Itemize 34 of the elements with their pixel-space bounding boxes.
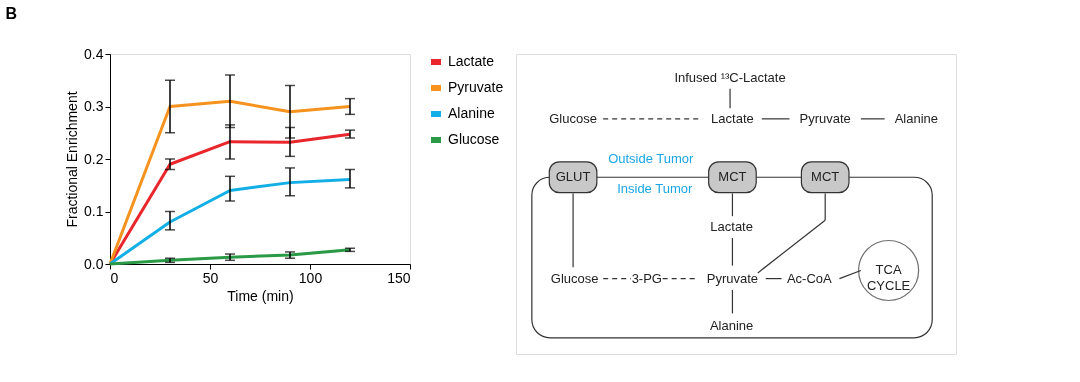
y-tick-label: 0.1	[84, 203, 104, 219]
x-tick-label: 150	[387, 269, 411, 286]
text: Lactate	[711, 110, 754, 126]
x-axis-title: Time (min)	[227, 287, 294, 304]
text: Alanine	[894, 110, 939, 126]
x-tick-label: 0	[110, 269, 119, 286]
text: Pyruvate	[706, 270, 759, 286]
y-tick-label: 0.2	[84, 150, 104, 167]
text: Inside Tumor	[617, 181, 693, 197]
legend-label: Pyruvate	[448, 79, 504, 95]
text: Infused ¹³C-Lactate	[674, 70, 786, 86]
text: Pyruvate	[799, 110, 851, 126]
text: Glucose	[549, 110, 597, 126]
legend-label: Lactate	[448, 53, 495, 69]
y-tick-label: 0.0	[84, 255, 104, 272]
text: 3-PG	[631, 270, 662, 286]
text: Glucose	[550, 270, 599, 286]
x-tick-label: 100	[298, 269, 323, 286]
legend-label: Glucose	[448, 131, 500, 147]
text: Lactate	[710, 218, 753, 234]
text: B	[5, 5, 18, 22]
text: Alanine	[709, 318, 754, 334]
text: MCT	[718, 169, 747, 185]
y-tick-label: 0.4	[84, 45, 104, 62]
text: GLUT	[555, 169, 591, 185]
x-tick-label: 50	[202, 269, 219, 286]
y-axis-title: Fractional Enrichment	[64, 91, 81, 228]
y-tick-label: 0.3	[84, 98, 104, 114]
line-series	[108, 99, 352, 266]
text: Outside Tumor	[608, 151, 695, 167]
legend-label: Alanine	[448, 105, 495, 121]
text: Ac-CoA	[786, 270, 833, 286]
text: TCA CYCLE	[866, 262, 911, 294]
text: MCT	[811, 169, 840, 185]
